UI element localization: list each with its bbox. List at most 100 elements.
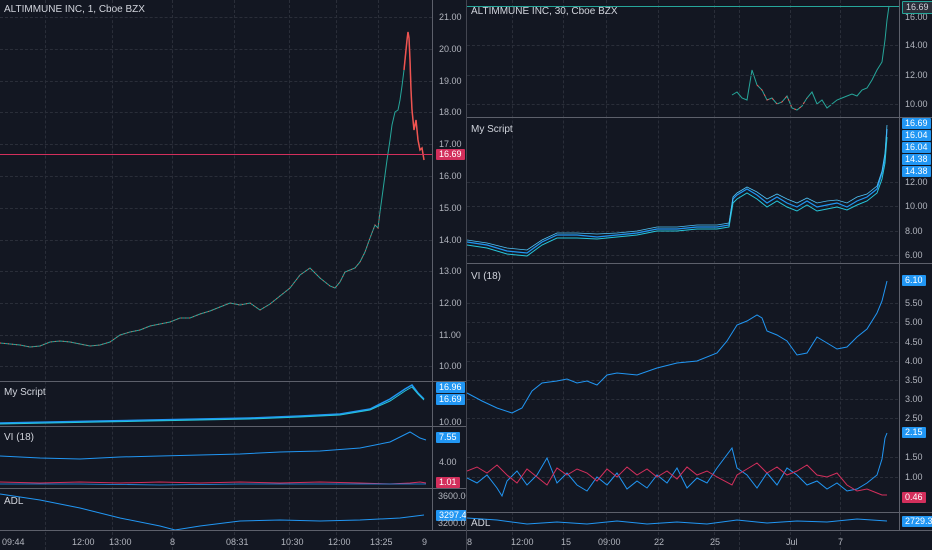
grid-line	[512, 0, 513, 550]
vi-axis-label: 3.50	[905, 375, 923, 385]
price-axis-label: 16.00	[905, 12, 928, 22]
grid-line	[336, 0, 337, 550]
time-axis-label: 8	[170, 537, 176, 547]
price-axis-label: 19.00	[439, 76, 462, 86]
time-axis-border	[467, 530, 932, 531]
time-axis-label: 08:31	[226, 537, 249, 547]
pane-separator[interactable]	[467, 263, 932, 264]
price-axis-label: 10.00	[439, 361, 462, 371]
pane-separator[interactable]	[0, 381, 466, 382]
time-axis-label: 15	[561, 537, 572, 547]
grid-line	[0, 144, 432, 145]
time-axis-label: 13:00	[109, 537, 132, 547]
right-vi-title[interactable]: VI (18)	[471, 271, 502, 282]
price-axis-label: 20.00	[439, 44, 462, 54]
grid-line	[0, 176, 432, 177]
adl-axis-label: 3600.00	[438, 491, 466, 501]
price-axis-label: 10.00	[905, 99, 928, 109]
vi-axis-label: 5.50	[905, 298, 923, 308]
grid-line	[467, 75, 898, 76]
script-value-tag: 16.04	[902, 130, 931, 141]
grid-line	[0, 81, 432, 82]
time-axis-label: Jul	[786, 537, 798, 547]
script-axis-label: 6.00	[905, 250, 923, 260]
grid-line	[467, 361, 898, 362]
price-axis-label: 15.00	[439, 203, 462, 213]
vi-axis-label: 3.00	[905, 394, 923, 404]
time-axis-label: 12:00	[328, 537, 351, 547]
last-price-tag: 16.69	[436, 149, 465, 160]
grid-line	[467, 104, 898, 105]
grid-line	[0, 17, 432, 18]
left-vi-title[interactable]: VI (18)	[4, 432, 35, 443]
vi-minus-tag: 0.46	[902, 492, 926, 503]
script-axis-label: 10.00	[439, 417, 462, 427]
grid-line	[172, 0, 173, 550]
grid-line	[467, 399, 898, 400]
left-chart-pane[interactable]: ALTIMMUNE INC, 1, Cboe BZX 21.00 20.00 1…	[0, 0, 466, 550]
vi-plus-tag: 6.10	[902, 275, 926, 286]
script-value-tag: 16.69	[902, 118, 931, 129]
grid-line	[467, 303, 898, 304]
vi-plus-tag: 7.55	[436, 432, 460, 443]
script-axis-label: 12.00	[905, 177, 928, 187]
right-chart-pane[interactable]: ALTIMMUNE INC, 30, Cboe BZX 16.00 14.00 …	[467, 0, 932, 550]
adl-axis-label: 3200.00	[438, 518, 466, 528]
pane-separator[interactable]	[467, 117, 932, 118]
right-script-lines	[467, 124, 888, 257]
time-axis-border	[0, 530, 466, 531]
time-axis-label: 12:00	[511, 537, 534, 547]
grid-line	[606, 0, 607, 550]
grid-line	[467, 322, 898, 323]
script-value-tag: 14.38	[902, 154, 931, 165]
price-axis-label: 12.00	[905, 70, 928, 80]
grid-line	[790, 0, 791, 550]
grid-line	[467, 206, 898, 207]
script-axis-label: 8.00	[905, 226, 923, 236]
time-axis-label: 7	[838, 537, 844, 547]
time-axis-label: 12:00	[72, 537, 95, 547]
pane-separator[interactable]	[467, 512, 932, 513]
script-value-tag: 14.38	[902, 166, 931, 177]
grid-line	[467, 182, 898, 183]
time-axis-label: 9	[422, 537, 428, 547]
price-axis-label: 13.00	[439, 266, 462, 276]
grid-line	[0, 49, 432, 50]
pane-separator[interactable]	[0, 488, 466, 489]
pane-separator[interactable]	[0, 426, 466, 427]
right-script-title[interactable]: My Script	[471, 124, 513, 135]
right-chart-title[interactable]: ALTIMMUNE INC, 30, Cboe BZX	[471, 6, 618, 17]
price-axis-label: 14.00	[905, 40, 928, 50]
price-axis-label: 11.00	[439, 330, 461, 340]
left-adl-title[interactable]: ADL	[4, 496, 24, 507]
vi-minus-current-tag: 2.15	[902, 427, 926, 438]
grid-line	[840, 0, 841, 550]
left-script-lines	[0, 384, 425, 425]
vi-minus-tag: 1.01	[436, 477, 460, 488]
vi-axis-label: 4.00	[439, 457, 457, 467]
right-adl-title[interactable]: ADL	[471, 518, 491, 529]
vi-axis-label: 1.50	[905, 452, 923, 462]
grid-line	[467, 457, 898, 458]
time-axis-label: 22	[654, 537, 665, 547]
last-price-line	[0, 154, 432, 155]
vi-axis-label: 5.00	[905, 317, 923, 327]
left-chart-title[interactable]: ALTIMMUNE INC, 1, Cboe BZX	[4, 4, 145, 15]
grid-line	[467, 231, 898, 232]
price-axis-label: 21.00	[439, 12, 462, 22]
grid-line	[378, 0, 379, 550]
time-axis-label: 09:44	[2, 537, 25, 547]
last-price-line	[467, 6, 899, 7]
grid-line	[467, 342, 898, 343]
left-script-title[interactable]: My Script	[4, 387, 46, 398]
left-vi-lines	[0, 431, 427, 486]
right-vi-lines	[467, 280, 888, 498]
left-price-candles	[0, 31, 425, 348]
grid-line	[739, 0, 740, 550]
time-axis-label: 09:00	[598, 537, 621, 547]
grid-line	[289, 0, 290, 550]
left-adl-line	[0, 493, 425, 531]
grid-line	[0, 303, 432, 304]
chart-divider[interactable]	[466, 0, 467, 550]
vi-axis-label: 2.50	[905, 413, 923, 423]
